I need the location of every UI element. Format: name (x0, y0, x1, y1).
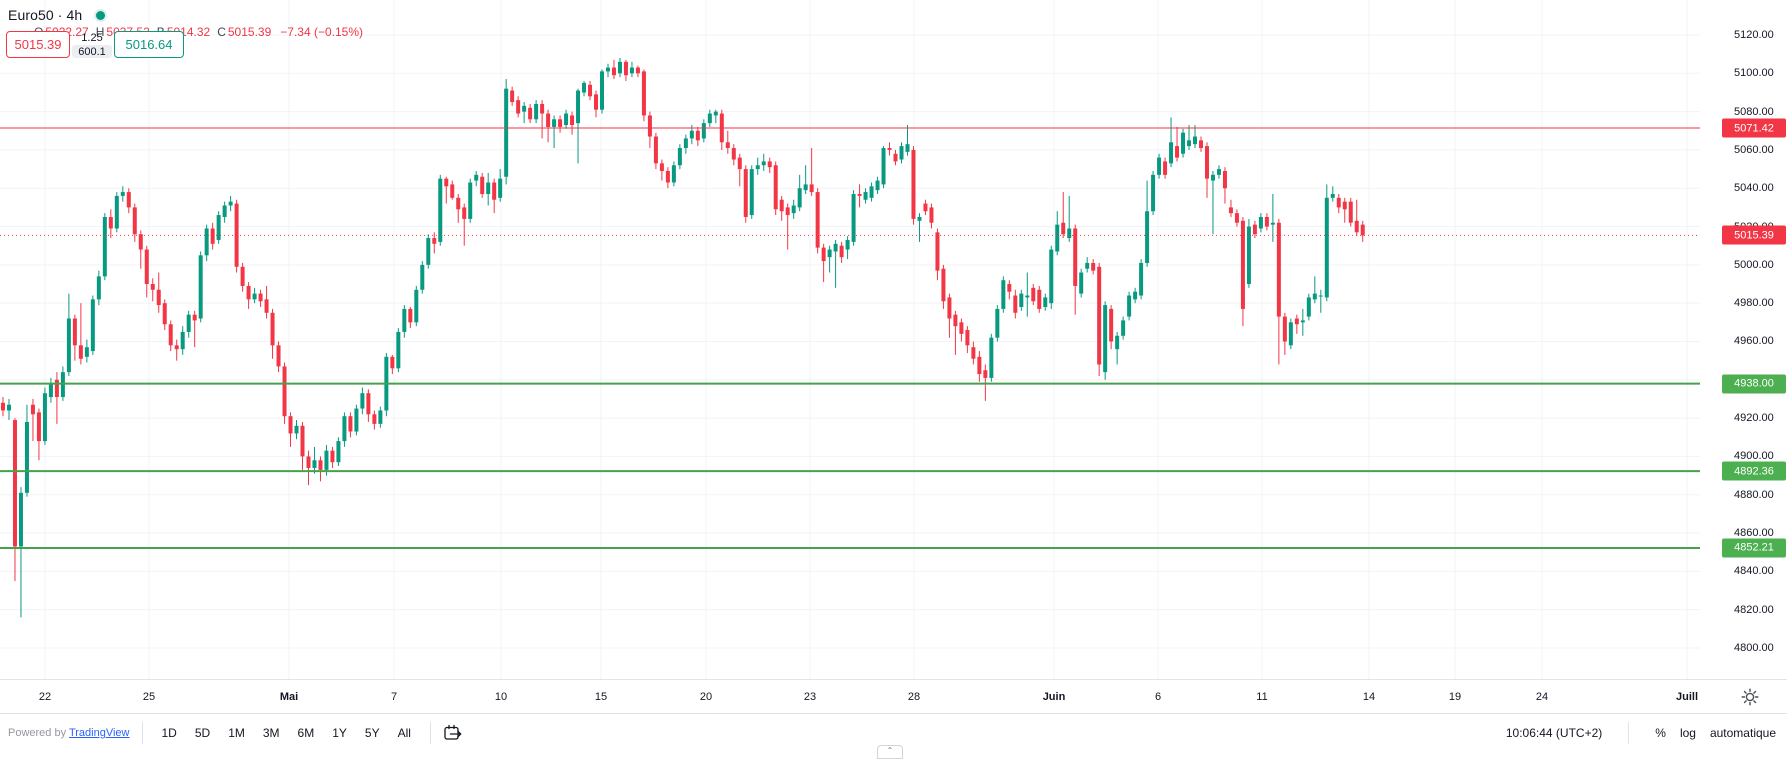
toolbar-right: 10:06:44 (UTC+2) % log automatique (1506, 714, 1776, 752)
time-axis-label-22: 22 (38, 691, 52, 703)
price-axis-label: 4820.00 (1734, 603, 1774, 616)
tradingview-link[interactable]: TradingView (68, 727, 130, 739)
price-lines (0, 127, 1722, 549)
time-axis-settings-gear-icon[interactable] (1741, 688, 1759, 706)
time-axis-label-14: 14 (1362, 691, 1376, 703)
time-axis-label-28: 28 (907, 691, 921, 703)
clock[interactable]: 10:06:44 (UTC+2) (1505, 726, 1603, 740)
range-button-1m[interactable]: 1M (228, 726, 245, 740)
buy-button[interactable]: 5016.64 (114, 31, 184, 58)
range-button-all[interactable]: All (397, 726, 411, 740)
range-button-5d[interactable]: 5D (194, 726, 211, 740)
time-axis-label-15: 15 (594, 691, 608, 703)
spread-value: 1.25 (81, 32, 103, 44)
high-letter: H (95, 25, 105, 39)
auto-scale-button[interactable]: automatique (1709, 726, 1776, 740)
price-axis-label: 4880.00 (1734, 488, 1774, 501)
time-axis-label-11: 11 (1256, 691, 1268, 703)
close-letter: C (217, 25, 226, 39)
spread-column: 1.25 600.1 (71, 31, 113, 58)
toolbar-divider (429, 722, 431, 744)
range-button-1y[interactable]: 1Y (332, 726, 347, 740)
price-badge-5015.39[interactable]: 5015.39 (1722, 225, 1786, 245)
price-axis-label: 4840.00 (1734, 565, 1774, 578)
time-axis-label-10: 10 (494, 691, 508, 703)
change-value: −7.34 (−0.15%) (280, 25, 363, 39)
price-axis-label: 5100.00 (1734, 67, 1774, 80)
sell-button[interactable]: 5015.39 (6, 31, 70, 58)
range-button-6m[interactable]: 6M (297, 726, 315, 740)
collapse-pane-chevron-icon[interactable]: ⌃ (877, 745, 903, 759)
powered-by-text: Powered by (8, 727, 67, 739)
price-badge-4892.36[interactable]: 4892.36 (1722, 461, 1786, 481)
toolbar-divider (141, 722, 143, 744)
price-badge-4852.21[interactable]: 4852.21 (1722, 538, 1786, 558)
price-axis-label: 5120.00 (1734, 29, 1774, 41)
percent-scale-button[interactable]: % (1655, 726, 1666, 740)
time-axis-label-23: 23 (803, 691, 817, 703)
time-axis-label-24: 24 (1535, 691, 1549, 703)
time-axis-label-19: 19 (1448, 691, 1462, 703)
time-axis-label-Juin: Juin (1042, 691, 1066, 703)
symbol-title[interactable]: Euro50 · 4h (8, 7, 83, 23)
price-axis[interactable]: 5120.005100.005080.005060.005040.005020.… (1700, 0, 1787, 679)
price-axis-label: 4980.00 (1734, 297, 1774, 310)
price-axis-label: 5040.00 (1734, 182, 1774, 195)
chart-canvas[interactable] (0, 0, 1787, 679)
amount-box[interactable]: 600.1 (72, 45, 112, 58)
close-value: 5015.39 (227, 25, 272, 39)
price-axis-label: 4920.00 (1734, 412, 1774, 425)
time-axis-label-Juill: Juill (1675, 691, 1699, 703)
range-button-3m[interactable]: 3M (262, 726, 280, 740)
range-button-5y[interactable]: 5Y (364, 726, 380, 740)
toolbar-left: Powered by TradingView 1D 5D 1M 3M 6M 1Y 5Y All (8, 714, 463, 752)
calendar-goto-date-icon[interactable] (443, 723, 463, 743)
ohlc-close: C 5015.39 (217, 25, 271, 39)
toolbar-divider (1628, 722, 1630, 744)
price-badge-5071.42[interactable]: 5071.42 (1722, 118, 1786, 138)
price-axis-label: 5060.00 (1734, 143, 1774, 156)
time-axis[interactable]: 22 25 Mai 7 10 15 20 23 28 Juin 6 11 14 19 24 Juill (0, 679, 1787, 714)
price-axis-label: 5000.00 (1734, 258, 1774, 271)
log-scale-button[interactable]: log (1679, 726, 1696, 740)
price-axis-label: 4960.00 (1734, 335, 1774, 348)
time-axis-label-25: 25 (142, 691, 156, 703)
price-axis-label: 5080.00 (1734, 105, 1774, 118)
symbol-row: Euro50 · 4h (8, 5, 363, 25)
order-panel: 5015.39 1.25 600.1 5016.64 (6, 31, 184, 58)
price-axis-label: 4860.00 (1734, 527, 1774, 540)
time-axis-label-6: 6 (1154, 691, 1162, 703)
time-axis-label-7: 7 (390, 691, 398, 703)
time-axis-label-20: 20 (699, 691, 713, 703)
price-axis-label: 4800.00 (1734, 641, 1774, 654)
time-axis-label-Mai: Mai (279, 691, 299, 703)
range-button-1d[interactable]: 1D (161, 726, 177, 740)
powered-by: Powered by TradingView (8, 727, 130, 739)
price-axis-label: 4900.00 (1734, 450, 1774, 463)
price-badge-4938.00[interactable]: 4938.00 (1722, 374, 1786, 394)
range-buttons: 1D 5D 1M 3M 6M 1Y 5Y All (155, 723, 418, 743)
gridlines (0, 0, 1700, 679)
bottom-toolbar: Powered by TradingView 1D 5D 1M 3M 6M 1Y 5Y All… (0, 713, 1787, 753)
market-open-dot-icon[interactable] (96, 10, 106, 20)
